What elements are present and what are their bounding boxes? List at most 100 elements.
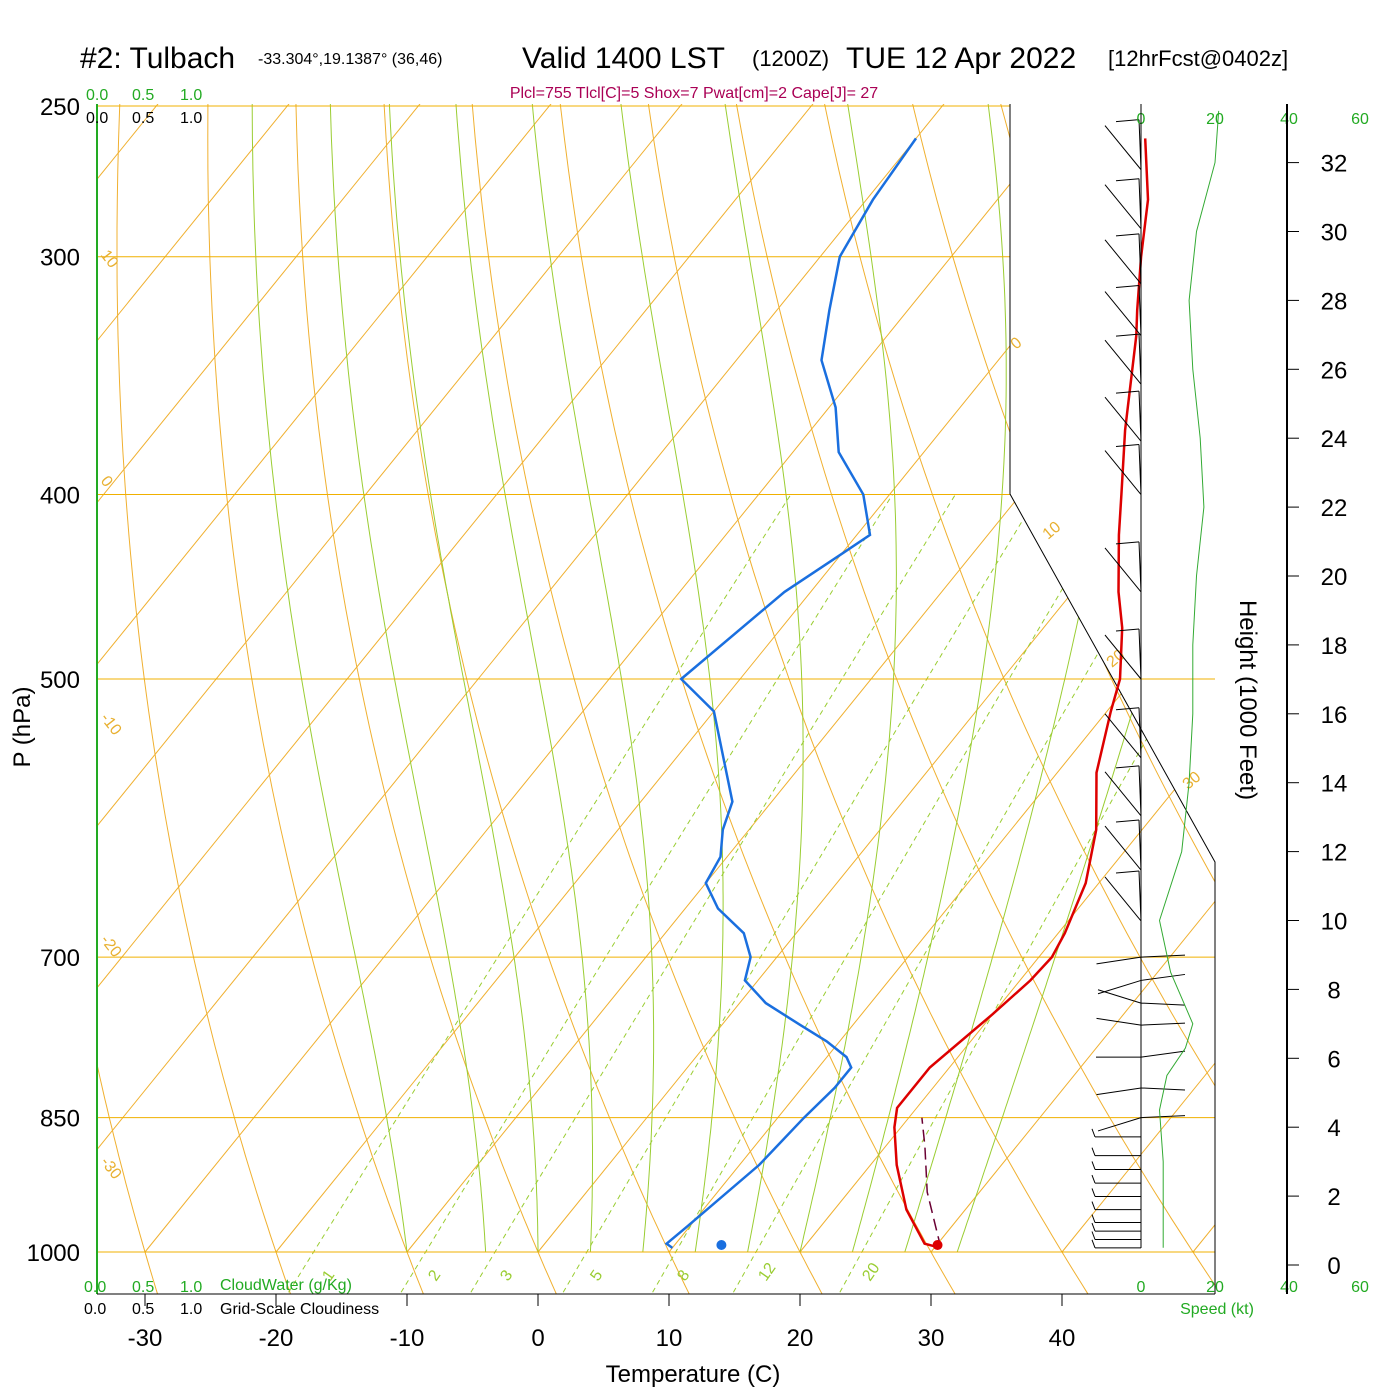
wind-barb-staff	[1104, 713, 1142, 759]
parcel-path-line	[921, 1117, 942, 1249]
x-tick-label: 10	[656, 1325, 683, 1352]
wind-barb-staff	[1104, 876, 1142, 922]
station-title: #2: Tulbach	[80, 42, 235, 75]
mixing-ratio-label: 8	[674, 1267, 693, 1284]
wind-barb-flag	[1115, 333, 1140, 337]
speed-tick-top-20: 20	[1206, 111, 1224, 128]
cloudwater-scale-bottom-2: 1.0	[180, 1279, 202, 1296]
height-tick-label: 14	[1321, 771, 1348, 798]
wind-barb-flag	[1115, 233, 1140, 237]
height-tick-label: 24	[1321, 426, 1348, 453]
wind-barb-flag	[1091, 1201, 1096, 1210]
cloudwater-label: CloudWater (g/Kg)	[220, 1277, 352, 1294]
wind-barb	[1091, 1214, 1141, 1224]
speed-tick-top-60: 60	[1351, 111, 1369, 128]
moist-adiabat-line	[447, 104, 593, 1253]
dry-adiabat-line	[709, 104, 1215, 1294]
pressure-tick-label: 400	[40, 483, 80, 510]
height-tick-label: 8	[1327, 977, 1340, 1004]
y-axis-label: P (hPa)	[9, 687, 36, 768]
dry-adiabat-line	[544, 104, 969, 1294]
moist-adiabat-line	[799, 104, 897, 1253]
dry-adiabat-label: 30	[1180, 769, 1205, 794]
forecast-info: [12hrFcst@0402z]	[1108, 46, 1288, 71]
isotherm-line	[930, 104, 1215, 1253]
isotherm-line	[97, 104, 307, 1253]
wind-barb-flag	[1091, 1239, 1096, 1249]
wind-barb-staff	[1104, 634, 1142, 680]
pressure-ticks: 250 300 400 500 700 850 1000	[27, 94, 80, 1267]
valid-date: TUE 12 Apr 2022	[846, 42, 1076, 75]
wind-barb	[1097, 1115, 1186, 1132]
dry-adiabat-line	[378, 104, 701, 1294]
mixing-ratio-line	[652, 494, 1119, 1293]
x-tick-label: 30	[918, 1325, 945, 1352]
wind-barb	[1096, 954, 1186, 965]
wind-barb	[1104, 870, 1142, 922]
mixing-ratio-label: 3	[497, 1267, 516, 1284]
wind-barb	[1096, 1017, 1186, 1026]
wind-barbs	[1091, 119, 1186, 1249]
wind-barb	[1091, 1161, 1141, 1170]
dry-adiabat-line	[792, 104, 1215, 1294]
speed-tick-bottom-20: 20	[1206, 1279, 1224, 1296]
surface-dewpoint-dot	[716, 1240, 727, 1250]
height-tick-label: 2	[1327, 1184, 1340, 1211]
wind-barb-staff	[1096, 1087, 1142, 1096]
mixing-ratio-line	[839, 494, 1215, 1293]
isotherm-label: -10	[97, 710, 125, 739]
isotherm-line	[799, 104, 1215, 1253]
wind-barb-staff	[1097, 979, 1142, 995]
wind-speed-profile	[1158, 110, 1220, 1248]
isotherm-line	[1192, 104, 1215, 1253]
valid-time-zulu: (1200Z)	[752, 46, 829, 71]
speed-tick-top-40: 40	[1280, 111, 1298, 128]
sounding-series	[664, 137, 1150, 1250]
wind-barb-flag	[1091, 1128, 1096, 1138]
cloudwater-scale-top-2: 1.0	[180, 87, 202, 104]
moist-adiabat-line	[328, 104, 487, 1253]
height-axis-label: Height (1000 Feet)	[1234, 600, 1261, 800]
isotherm-label: -20	[97, 932, 125, 961]
wind-barb	[1104, 541, 1142, 593]
speed-tick-bottom-0: 0	[1137, 1279, 1146, 1296]
height-tick-label: 26	[1321, 357, 1348, 384]
moist-adiabat-line	[904, 104, 1138, 1253]
wind-barb	[1104, 390, 1142, 442]
pressure-tick-label: 1000	[27, 1240, 80, 1267]
isotherm-line	[668, 104, 1215, 1253]
dry-adiabat-line	[1372, 0, 1400, 1316]
wind-barb-flag	[1091, 1161, 1096, 1170]
speed-tick-bottom-60: 60	[1351, 1279, 1369, 1296]
temperature-ticks: -30 -20 -10 0 10 20 30 40	[128, 1294, 1075, 1352]
wind-barb-flag	[1115, 870, 1140, 874]
mixing-ratio-line	[562, 494, 1039, 1293]
wind-barb	[1091, 1222, 1141, 1232]
wind-barb-flag	[1115, 819, 1140, 823]
wind-barb-flag	[1115, 541, 1140, 545]
wind-barb	[1091, 1239, 1141, 1249]
mixing-ratio-label: 20	[859, 1260, 883, 1284]
height-tick-label: 18	[1321, 633, 1348, 660]
wind-barb	[1091, 1201, 1141, 1211]
wind-barb-flag	[1115, 285, 1140, 289]
wind-barb-staff	[1104, 239, 1142, 285]
cloudiness-label: Grid-Scale Cloudiness	[220, 1301, 379, 1318]
x-tick-label: 0	[531, 1325, 544, 1352]
cloud-scale-top: 0.0 0.5 1.0 0.0 0.5 1.0	[86, 87, 202, 127]
mixing-ratio-label: 12	[755, 1260, 779, 1284]
height-tick-label: 4	[1327, 1115, 1340, 1142]
wind-barb-flag	[1115, 765, 1140, 769]
wind-barb-flag	[1091, 1222, 1096, 1232]
cloudwater-scale-top-1: 0.5	[132, 87, 154, 104]
moist-adiabat-line	[851, 104, 1007, 1253]
pressure-tick-label: 700	[40, 945, 80, 972]
height-tick-label: 28	[1321, 288, 1348, 315]
isotherm-line	[406, 104, 1215, 1253]
speed-tick-bottom-40: 40	[1280, 1279, 1298, 1296]
surface-temperature-dot	[932, 1240, 943, 1250]
mixing-ratio-label: 5	[587, 1267, 606, 1284]
wind-barb	[1104, 765, 1142, 817]
wind-barb-staff	[1104, 771, 1142, 817]
